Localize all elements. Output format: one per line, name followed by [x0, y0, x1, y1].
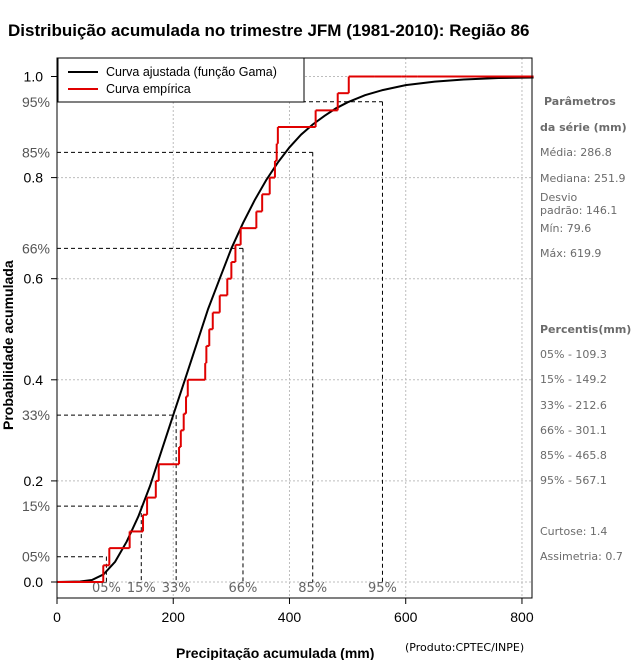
chart-title: Distribuição acumulada no trimestre JFM …: [8, 21, 530, 40]
percentile-x-label: 15%: [127, 581, 156, 596]
credit-text: (Produto:CPTEC/INPE): [405, 641, 524, 654]
plot-frame: [56, 57, 533, 599]
sidebar-mediana: Mediana: 251.9: [540, 172, 626, 185]
sidebar-desvio-1: Desvio: [540, 191, 578, 204]
y-tick-label: 0.6: [24, 271, 44, 287]
y-tick-label: 0.0: [24, 574, 44, 590]
grid-layer: [56, 58, 532, 598]
sidebar-desvio-2: padrão: 146.1: [540, 204, 618, 217]
sidebar-p95: 95% - 567.1: [540, 474, 607, 487]
sidebar-min: Mín: 79.6: [540, 222, 592, 235]
legend: Curva ajustada (função Gama) Curva empír…: [57, 57, 305, 103]
y-tick-label: 0.8: [24, 170, 44, 186]
x-tick-label: 600: [394, 609, 418, 625]
percentile-y-label: 85%: [22, 144, 50, 160]
percentile-y-label: 15%: [22, 498, 50, 514]
percentile-y-label: 33%: [22, 407, 50, 423]
sidebar-percentis-title: Percentis(mm): [540, 323, 632, 336]
x-axis-label: Precipitação acumulada (mm): [176, 645, 374, 660]
percentile-x-label: 33%: [162, 581, 191, 596]
legend-box: [57, 57, 305, 103]
percentile-y-label: 66%: [22, 240, 50, 256]
sidebar-assimetria: Assimetria: 0.7: [540, 550, 623, 563]
legend-label-empirical: Curva empírica: [106, 82, 191, 96]
y-tick-label: 0.2: [24, 473, 44, 489]
x-tick-label: 400: [278, 609, 302, 625]
sidebar-curtose: Curtose: 1.4: [540, 525, 608, 538]
sidebar-media: Média: 286.8: [540, 146, 612, 159]
sidebar-max: Máx: 619.9: [540, 247, 602, 260]
y-tick-label: 0.4: [24, 372, 44, 388]
x-tick-label: 800: [510, 609, 534, 625]
x-tick-label: 0: [53, 609, 61, 625]
percentile-reference-lines: 05% 05% 15% 15% 33% 33% 66% 66% 85% 85% 95% 95%: [22, 94, 397, 596]
percentile-y-label: 05%: [22, 549, 50, 565]
percentile-y-label: 95%: [22, 94, 50, 110]
y-axis-label: Probabilidade acumulada: [0, 260, 16, 430]
y-tick-label: 1.0: [24, 69, 44, 85]
legend-label-fitted: Curva ajustada (função Gama): [106, 65, 277, 79]
series-layer: [56, 75, 534, 583]
percentile-x-label: 95%: [368, 581, 397, 596]
sidebar-p85: 85% - 465.8: [540, 449, 607, 462]
percentile-x-label: 66%: [229, 581, 258, 596]
sidebar-p05: 05% - 109.3: [540, 348, 607, 361]
x-tick-label: 200: [162, 609, 186, 625]
sidebar-params-title-2: da série (mm): [540, 121, 627, 134]
percentile-x-label: 05%: [92, 581, 121, 596]
sidebar-p15: 15% - 149.2: [540, 373, 607, 386]
percentile-x-label: 85%: [298, 581, 327, 596]
sidebar-p66: 66% - 301.1: [540, 424, 607, 437]
sidebar-p33: 33% - 212.6: [540, 399, 607, 412]
sidebar-params-title-1: Parâmetros: [544, 95, 616, 108]
